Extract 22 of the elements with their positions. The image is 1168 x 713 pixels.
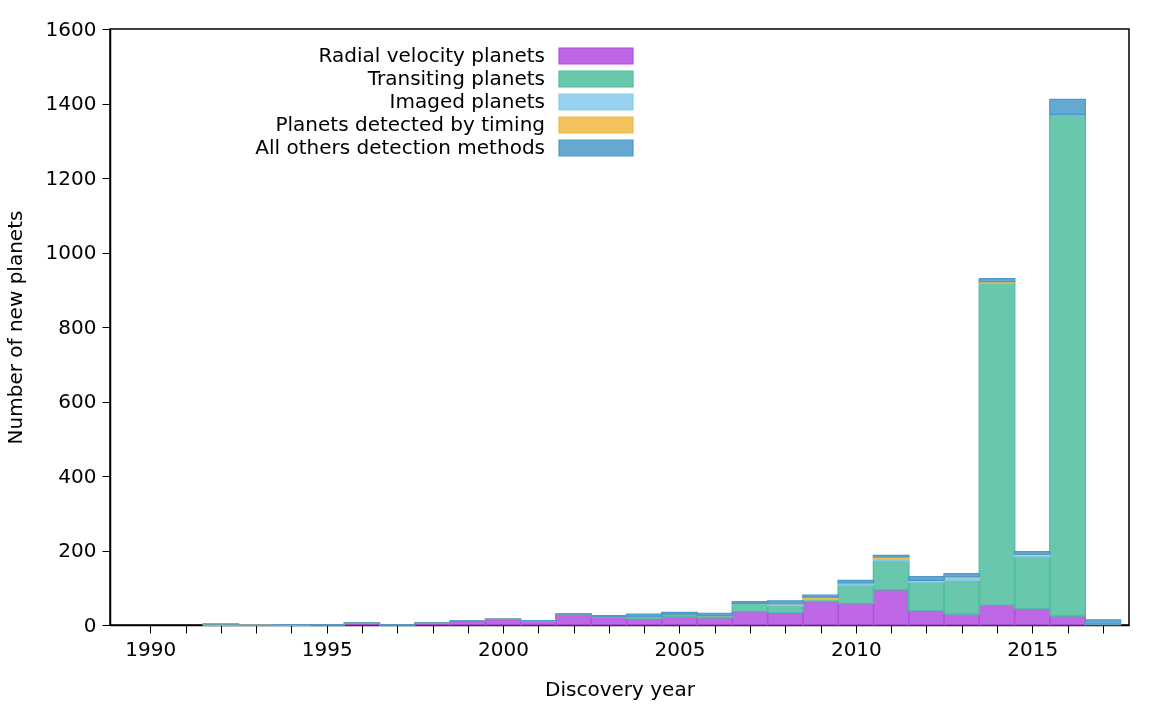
legend-label: Imaged planets (389, 89, 545, 113)
x-tick-label: 2000 (478, 636, 530, 661)
y-tick-label: 600 (58, 389, 97, 413)
legend-label: All others detection methods (255, 135, 545, 159)
y-tick-label: 1400 (45, 91, 97, 115)
x-axis-title: Discovery year (545, 676, 696, 701)
y-tick-label: 800 (58, 314, 97, 339)
y-tick-label: 1000 (45, 240, 97, 264)
x-tick-label: 2010 (830, 636, 882, 661)
y-axis-title: Number of new planets (2, 210, 27, 445)
y-tick-label: 0 (83, 612, 97, 637)
legend-label: Radial velocity planets (318, 43, 545, 67)
x-tick-label: 2005 (654, 636, 706, 661)
x-tick-label: 1995 (301, 636, 353, 661)
x-tick-label: 2015 (1007, 636, 1059, 661)
y-tick-label: 400 (58, 463, 97, 488)
legend-label: Transiting planets (366, 66, 545, 90)
y-tick-label: 1600 (45, 16, 97, 41)
legend-label: Planets detected by timing (275, 112, 545, 136)
x-tick-label: 1990 (125, 636, 177, 661)
y-tick-label: 1200 (45, 165, 97, 190)
y-tick-label: 200 (58, 538, 97, 562)
